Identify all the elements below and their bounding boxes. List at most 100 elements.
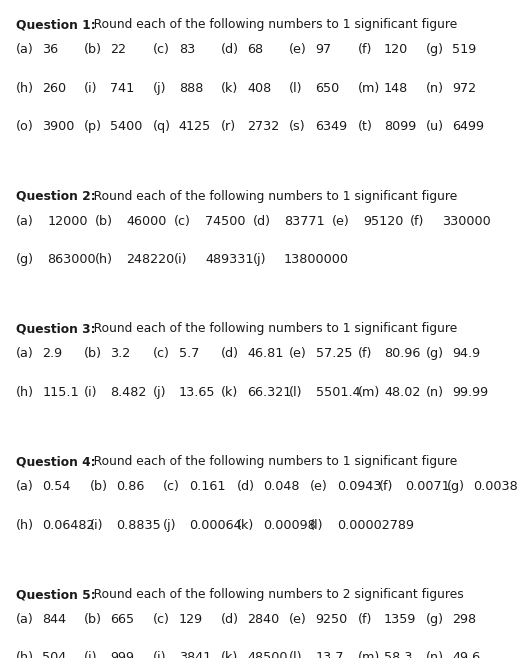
Text: 3900: 3900 (42, 120, 75, 133)
Text: 12000: 12000 (47, 215, 88, 228)
Text: 504: 504 (42, 651, 66, 658)
Text: 0.048: 0.048 (263, 480, 299, 494)
Text: 0.00064: 0.00064 (189, 519, 242, 532)
Text: 999: 999 (110, 651, 135, 658)
Text: Round each of the following numbers to 2 significant figures: Round each of the following numbers to 2… (82, 588, 464, 601)
Text: 48.02: 48.02 (384, 386, 420, 399)
Text: 5501.4: 5501.4 (316, 386, 360, 399)
Text: Round each of the following numbers to 1 significant figure: Round each of the following numbers to 1… (82, 18, 458, 32)
Text: (f): (f) (358, 347, 372, 361)
Text: (e): (e) (289, 43, 307, 57)
Text: 863000: 863000 (47, 253, 96, 266)
Text: (a): (a) (16, 215, 34, 228)
Text: (d): (d) (221, 347, 239, 361)
Text: (d): (d) (237, 480, 255, 494)
Text: (m): (m) (358, 82, 380, 95)
Text: 68: 68 (247, 43, 264, 57)
Text: (i): (i) (84, 82, 98, 95)
Text: (g): (g) (426, 43, 444, 57)
Text: (n): (n) (426, 386, 444, 399)
Text: 0.54: 0.54 (42, 480, 70, 494)
Text: 83771: 83771 (284, 215, 325, 228)
Text: 2.9: 2.9 (42, 347, 62, 361)
Text: 58.3: 58.3 (384, 651, 412, 658)
Text: (c): (c) (153, 43, 169, 57)
Text: 844: 844 (42, 613, 66, 626)
Text: (g): (g) (426, 613, 444, 626)
Text: (o): (o) (16, 120, 34, 133)
Text: 9250: 9250 (316, 613, 348, 626)
Text: (b): (b) (84, 613, 102, 626)
Text: 248220: 248220 (126, 253, 175, 266)
Text: 298: 298 (452, 613, 477, 626)
Text: (a): (a) (16, 480, 34, 494)
Text: 0.06482: 0.06482 (42, 519, 95, 532)
Text: (r): (r) (221, 120, 236, 133)
Text: 94.9: 94.9 (452, 347, 480, 361)
Text: (e): (e) (289, 347, 307, 361)
Text: (m): (m) (358, 651, 380, 658)
Text: (i): (i) (174, 253, 187, 266)
Text: 3.2: 3.2 (110, 347, 130, 361)
Text: 6499: 6499 (452, 120, 484, 133)
Text: (d): (d) (221, 43, 239, 57)
Text: 22: 22 (110, 43, 126, 57)
Text: 665: 665 (110, 613, 135, 626)
Text: (j): (j) (153, 386, 166, 399)
Text: (d): (d) (252, 215, 270, 228)
Text: (a): (a) (16, 347, 34, 361)
Text: (b): (b) (89, 480, 107, 494)
Text: (c): (c) (174, 215, 190, 228)
Text: Question 5:: Question 5: (16, 588, 96, 601)
Text: 650: 650 (316, 82, 340, 95)
Text: 74500: 74500 (205, 215, 246, 228)
Text: (c): (c) (153, 347, 169, 361)
Text: 83: 83 (179, 43, 195, 57)
Text: 129: 129 (179, 613, 203, 626)
Text: 13800000: 13800000 (284, 253, 349, 266)
Text: (g): (g) (447, 480, 465, 494)
Text: Question 3:: Question 3: (16, 322, 95, 336)
Text: 0.0943: 0.0943 (337, 480, 381, 494)
Text: (b): (b) (95, 215, 113, 228)
Text: Question 4:: Question 4: (16, 455, 95, 468)
Text: (b): (b) (84, 347, 102, 361)
Text: (a): (a) (16, 613, 34, 626)
Text: 6349: 6349 (316, 120, 348, 133)
Text: 0.0038: 0.0038 (473, 480, 518, 494)
Text: (k): (k) (221, 82, 238, 95)
Text: (f): (f) (358, 43, 372, 57)
Text: (j): (j) (153, 651, 166, 658)
Text: (l): (l) (289, 386, 303, 399)
Text: 519: 519 (452, 43, 477, 57)
Text: (j): (j) (153, 82, 166, 95)
Text: 8.482: 8.482 (110, 386, 147, 399)
Text: (a): (a) (16, 43, 34, 57)
Text: (u): (u) (426, 120, 444, 133)
Text: 0.86: 0.86 (116, 480, 144, 494)
Text: (k): (k) (237, 519, 254, 532)
Text: 0.161: 0.161 (189, 480, 226, 494)
Text: 99.99: 99.99 (452, 386, 489, 399)
Text: (p): (p) (84, 120, 102, 133)
Text: (j): (j) (252, 253, 266, 266)
Text: (f): (f) (410, 215, 424, 228)
Text: (k): (k) (221, 386, 238, 399)
Text: 972: 972 (452, 82, 477, 95)
Text: (h): (h) (16, 82, 34, 95)
Text: 80.96: 80.96 (384, 347, 420, 361)
Text: 5400: 5400 (110, 120, 143, 133)
Text: Round each of the following numbers to 1 significant figure: Round each of the following numbers to 1… (82, 190, 458, 203)
Text: 408: 408 (247, 82, 271, 95)
Text: 2840: 2840 (247, 613, 279, 626)
Text: (i): (i) (84, 386, 98, 399)
Text: (t): (t) (358, 120, 372, 133)
Text: (h): (h) (16, 519, 34, 532)
Text: 46.81: 46.81 (247, 347, 284, 361)
Text: 888: 888 (179, 82, 203, 95)
Text: 49.6: 49.6 (452, 651, 480, 658)
Text: Question 1:: Question 1: (16, 18, 96, 32)
Text: (d): (d) (221, 613, 239, 626)
Text: 36: 36 (42, 43, 58, 57)
Text: 2732: 2732 (247, 120, 279, 133)
